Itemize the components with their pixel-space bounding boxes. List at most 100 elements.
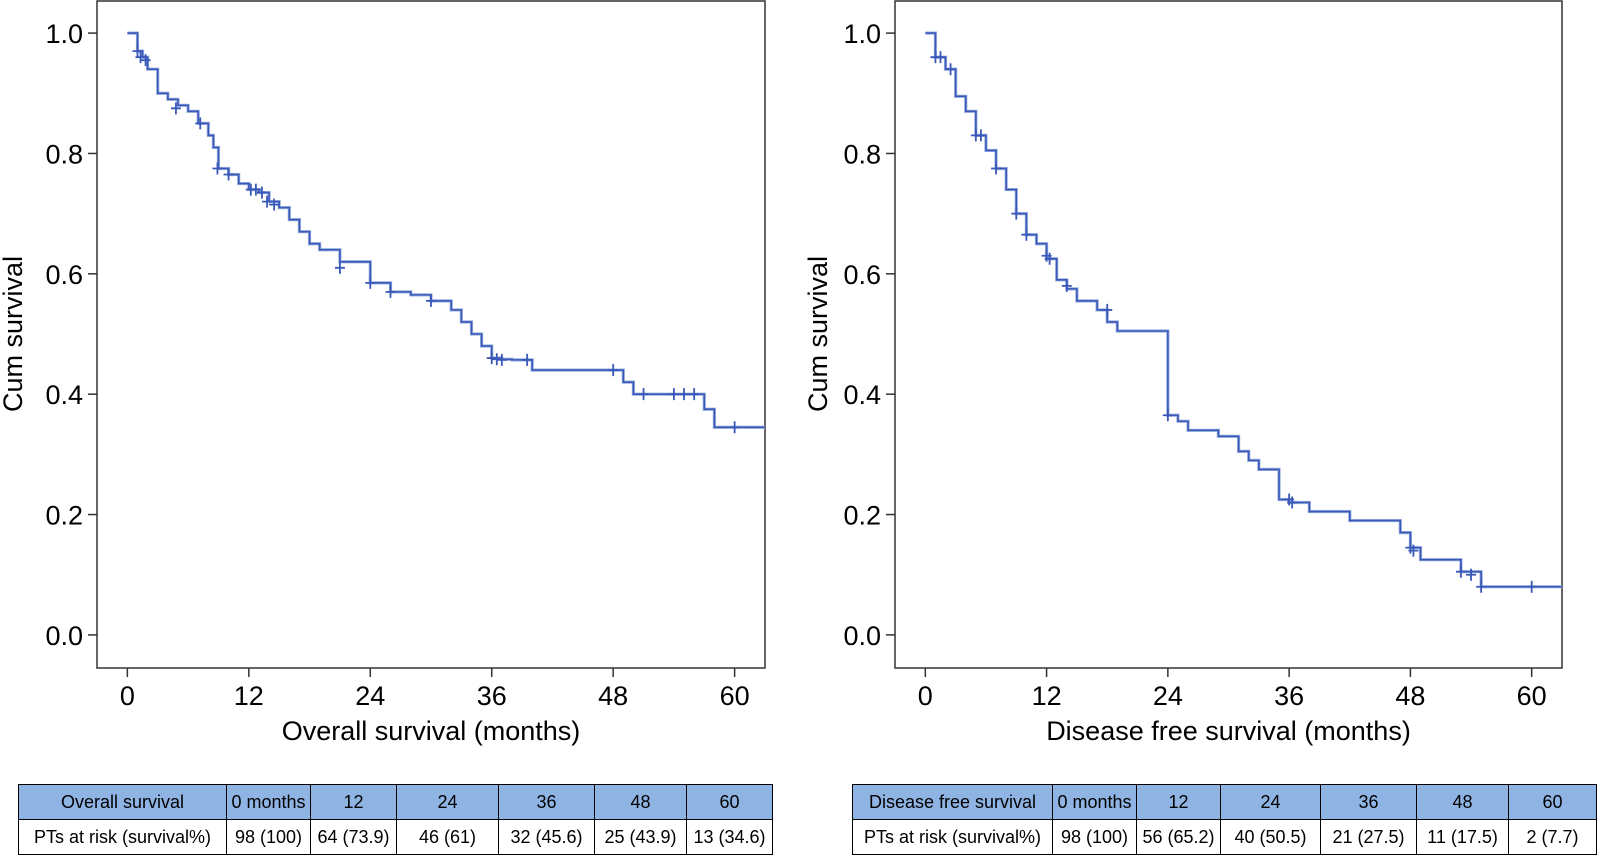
risk-table-cell: 40 (50.5) bbox=[1220, 819, 1321, 855]
censor-mark bbox=[426, 294, 436, 307]
censor-mark bbox=[638, 388, 649, 401]
censor-mark bbox=[135, 51, 146, 64]
x-tick-label: 0 bbox=[120, 681, 135, 711]
survival-curve-halo bbox=[127, 31, 765, 429]
plot-frame bbox=[894, 0, 1563, 669]
x-tick-label: 12 bbox=[1032, 681, 1062, 711]
risk-table-cell: 56 (65.2) bbox=[1136, 819, 1221, 855]
y-tick-label: 0.4 bbox=[45, 380, 83, 410]
x-tick-label: 24 bbox=[1153, 681, 1183, 711]
risk-table-header-cell: 60 bbox=[1508, 784, 1597, 820]
censor-mark bbox=[486, 352, 497, 365]
risk-table-cell: 25 (43.9) bbox=[594, 819, 687, 855]
censor-mark bbox=[689, 388, 700, 401]
censor-mark bbox=[132, 45, 143, 58]
risk-table-cell: 2 (7.7) bbox=[1508, 819, 1597, 855]
risk-table-row-label: PTs at risk (survival%) bbox=[852, 819, 1053, 855]
censor-mark bbox=[1044, 252, 1055, 265]
overall-survival-risk-table: Overall survival 0 months 12 24 36 48 60… bbox=[18, 784, 773, 855]
censor-mark bbox=[975, 129, 986, 142]
disease-free-survival-risk-table: Disease free survival 0 months 12 24 36 … bbox=[852, 784, 1597, 855]
disease-free-survival-chart: 0.0 0.2 0.4 0.6 0.8 1.0 0 12 24 36 48 60 Disease fre… bbox=[803, 0, 1563, 746]
censor-mark bbox=[212, 162, 223, 175]
x-tick-label: 60 bbox=[720, 681, 750, 711]
censor-mark bbox=[522, 353, 533, 366]
censor-mark bbox=[1476, 580, 1487, 593]
x-tick-label: 48 bbox=[598, 681, 628, 711]
censor-mark bbox=[1466, 568, 1477, 581]
censor-mark bbox=[262, 195, 273, 208]
x-tick-label: 24 bbox=[355, 681, 385, 711]
risk-table-data-row: PTs at risk (survival%) 98 (100) 56 (65.… bbox=[852, 819, 1597, 855]
censor-mark bbox=[1408, 544, 1419, 557]
censor-mark bbox=[256, 186, 267, 199]
censor-mark bbox=[679, 388, 690, 401]
censor-mark bbox=[269, 198, 280, 211]
y-tick-label: 1.0 bbox=[45, 19, 83, 49]
x-axis-title: Disease free survival (months) bbox=[1046, 716, 1411, 746]
risk-table-cell: 32 (45.6) bbox=[498, 819, 595, 855]
censor-mark bbox=[1102, 303, 1113, 316]
x-tick-label: 0 bbox=[918, 681, 933, 711]
risk-table-header-cell: 0 months bbox=[1052, 784, 1137, 820]
risk-table-row-label: PTs at risk (survival%) bbox=[18, 819, 227, 855]
risk-table-cell: 98 (100) bbox=[1052, 819, 1137, 855]
risk-table-header-row: Overall survival 0 months 12 24 36 48 60 bbox=[18, 784, 773, 820]
censor-mark bbox=[140, 54, 151, 67]
risk-table-data-row: PTs at risk (survival%) 98 (100) 64 (73.… bbox=[18, 819, 773, 855]
x-axis-title: Overall survival (months) bbox=[282, 716, 581, 746]
censor-mark bbox=[170, 102, 181, 115]
risk-table-header-cell: 60 bbox=[686, 784, 773, 820]
censor-mark bbox=[1061, 279, 1072, 292]
risk-table-header-cell: 36 bbox=[498, 784, 595, 820]
risk-table-cell: 46 (61) bbox=[396, 819, 499, 855]
risk-table-cell: 11 (17.5) bbox=[1416, 819, 1509, 855]
y-tick-label: 0.8 bbox=[843, 139, 881, 169]
risk-table-cell: 64 (73.9) bbox=[310, 819, 397, 855]
risk-table-header-cell: 24 bbox=[1220, 784, 1321, 820]
censor-mark bbox=[1455, 565, 1466, 578]
censor-mark bbox=[991, 162, 1002, 175]
censor-mark bbox=[385, 285, 396, 298]
risk-table-header-cell: 12 bbox=[1136, 784, 1221, 820]
censor-mark bbox=[250, 183, 261, 196]
y-axis-title: Cum survival bbox=[0, 256, 28, 412]
risk-table-header-cell: 0 months bbox=[226, 784, 311, 820]
censor-mark bbox=[195, 117, 206, 130]
plot-frame bbox=[96, 0, 766, 669]
y-tick-label: 0.4 bbox=[843, 380, 881, 410]
x-tick-label: 12 bbox=[234, 681, 264, 711]
y-tick-label: 0.2 bbox=[843, 501, 881, 531]
risk-table-cell: 98 (100) bbox=[226, 819, 311, 855]
censor-mark bbox=[668, 388, 679, 401]
x-tick-label: 36 bbox=[477, 681, 507, 711]
risk-table-header-cell: 48 bbox=[1416, 784, 1509, 820]
y-tick-label: 0.6 bbox=[843, 260, 881, 290]
y-tick-label: 0.2 bbox=[45, 501, 83, 531]
censor-mark bbox=[935, 51, 946, 64]
y-axis-title: Cum survival bbox=[803, 256, 833, 412]
charts-canvas: 0.0 0.2 0.4 0.6 0.8 1.0 0 12 24 36 48 60 Overall sur… bbox=[0, 0, 1563, 746]
risk-table-header-cell: 36 bbox=[1320, 784, 1417, 820]
x-tick-label: 60 bbox=[1517, 681, 1547, 711]
y-tick-label: 0.0 bbox=[843, 621, 881, 651]
x-tick-label: 36 bbox=[1274, 681, 1304, 711]
survival-curve-halo bbox=[925, 31, 1562, 589]
risk-table-header-cell: 48 bbox=[594, 784, 687, 820]
censor-mark bbox=[1162, 409, 1173, 422]
risk-table-cell: 13 (34.6) bbox=[686, 819, 773, 855]
risk-table-header-label: Disease free survival bbox=[852, 784, 1053, 820]
risk-table-header-cell: 24 bbox=[396, 784, 499, 820]
censor-mark bbox=[334, 261, 345, 274]
censor-mark bbox=[1011, 207, 1022, 220]
survival-curve bbox=[127, 32, 765, 429]
risk-table-header-label: Overall survival bbox=[18, 784, 227, 820]
y-tick-label: 1.0 bbox=[843, 19, 881, 49]
censor-mark bbox=[1287, 496, 1298, 509]
censor-mark bbox=[1526, 580, 1537, 593]
censor-mark bbox=[945, 63, 956, 76]
censor-mark bbox=[223, 168, 234, 181]
risk-table-header-cell: 12 bbox=[310, 784, 397, 820]
x-tick-label: 48 bbox=[1395, 681, 1425, 711]
risk-table-header-row: Disease free survival 0 months 12 24 36 … bbox=[852, 784, 1597, 820]
